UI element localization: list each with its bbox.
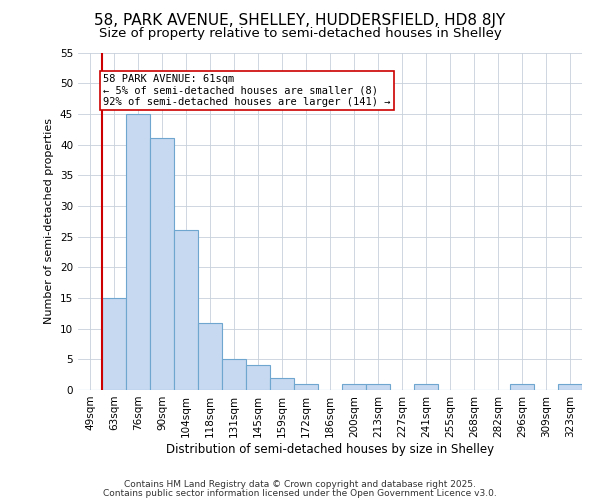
Bar	[270, 378, 294, 390]
Text: Contains public sector information licensed under the Open Government Licence v3: Contains public sector information licen…	[103, 488, 497, 498]
Bar	[294, 384, 318, 390]
Bar	[246, 366, 270, 390]
Text: 58, PARK AVENUE, SHELLEY, HUDDERSFIELD, HD8 8JY: 58, PARK AVENUE, SHELLEY, HUDDERSFIELD, …	[94, 12, 506, 28]
Bar	[198, 322, 222, 390]
Bar	[102, 298, 126, 390]
Y-axis label: Number of semi-detached properties: Number of semi-detached properties	[44, 118, 55, 324]
Bar	[150, 138, 174, 390]
Bar	[174, 230, 198, 390]
Text: Size of property relative to semi-detached houses in Shelley: Size of property relative to semi-detach…	[98, 28, 502, 40]
Text: Contains HM Land Registry data © Crown copyright and database right 2025.: Contains HM Land Registry data © Crown c…	[124, 480, 476, 489]
Bar	[558, 384, 582, 390]
Bar	[342, 384, 366, 390]
Bar	[126, 114, 150, 390]
Bar	[510, 384, 534, 390]
Bar	[366, 384, 390, 390]
X-axis label: Distribution of semi-detached houses by size in Shelley: Distribution of semi-detached houses by …	[166, 442, 494, 456]
Bar	[222, 360, 246, 390]
Text: 58 PARK AVENUE: 61sqm
← 5% of semi-detached houses are smaller (8)
92% of semi-d: 58 PARK AVENUE: 61sqm ← 5% of semi-detac…	[103, 74, 391, 107]
Bar	[414, 384, 438, 390]
